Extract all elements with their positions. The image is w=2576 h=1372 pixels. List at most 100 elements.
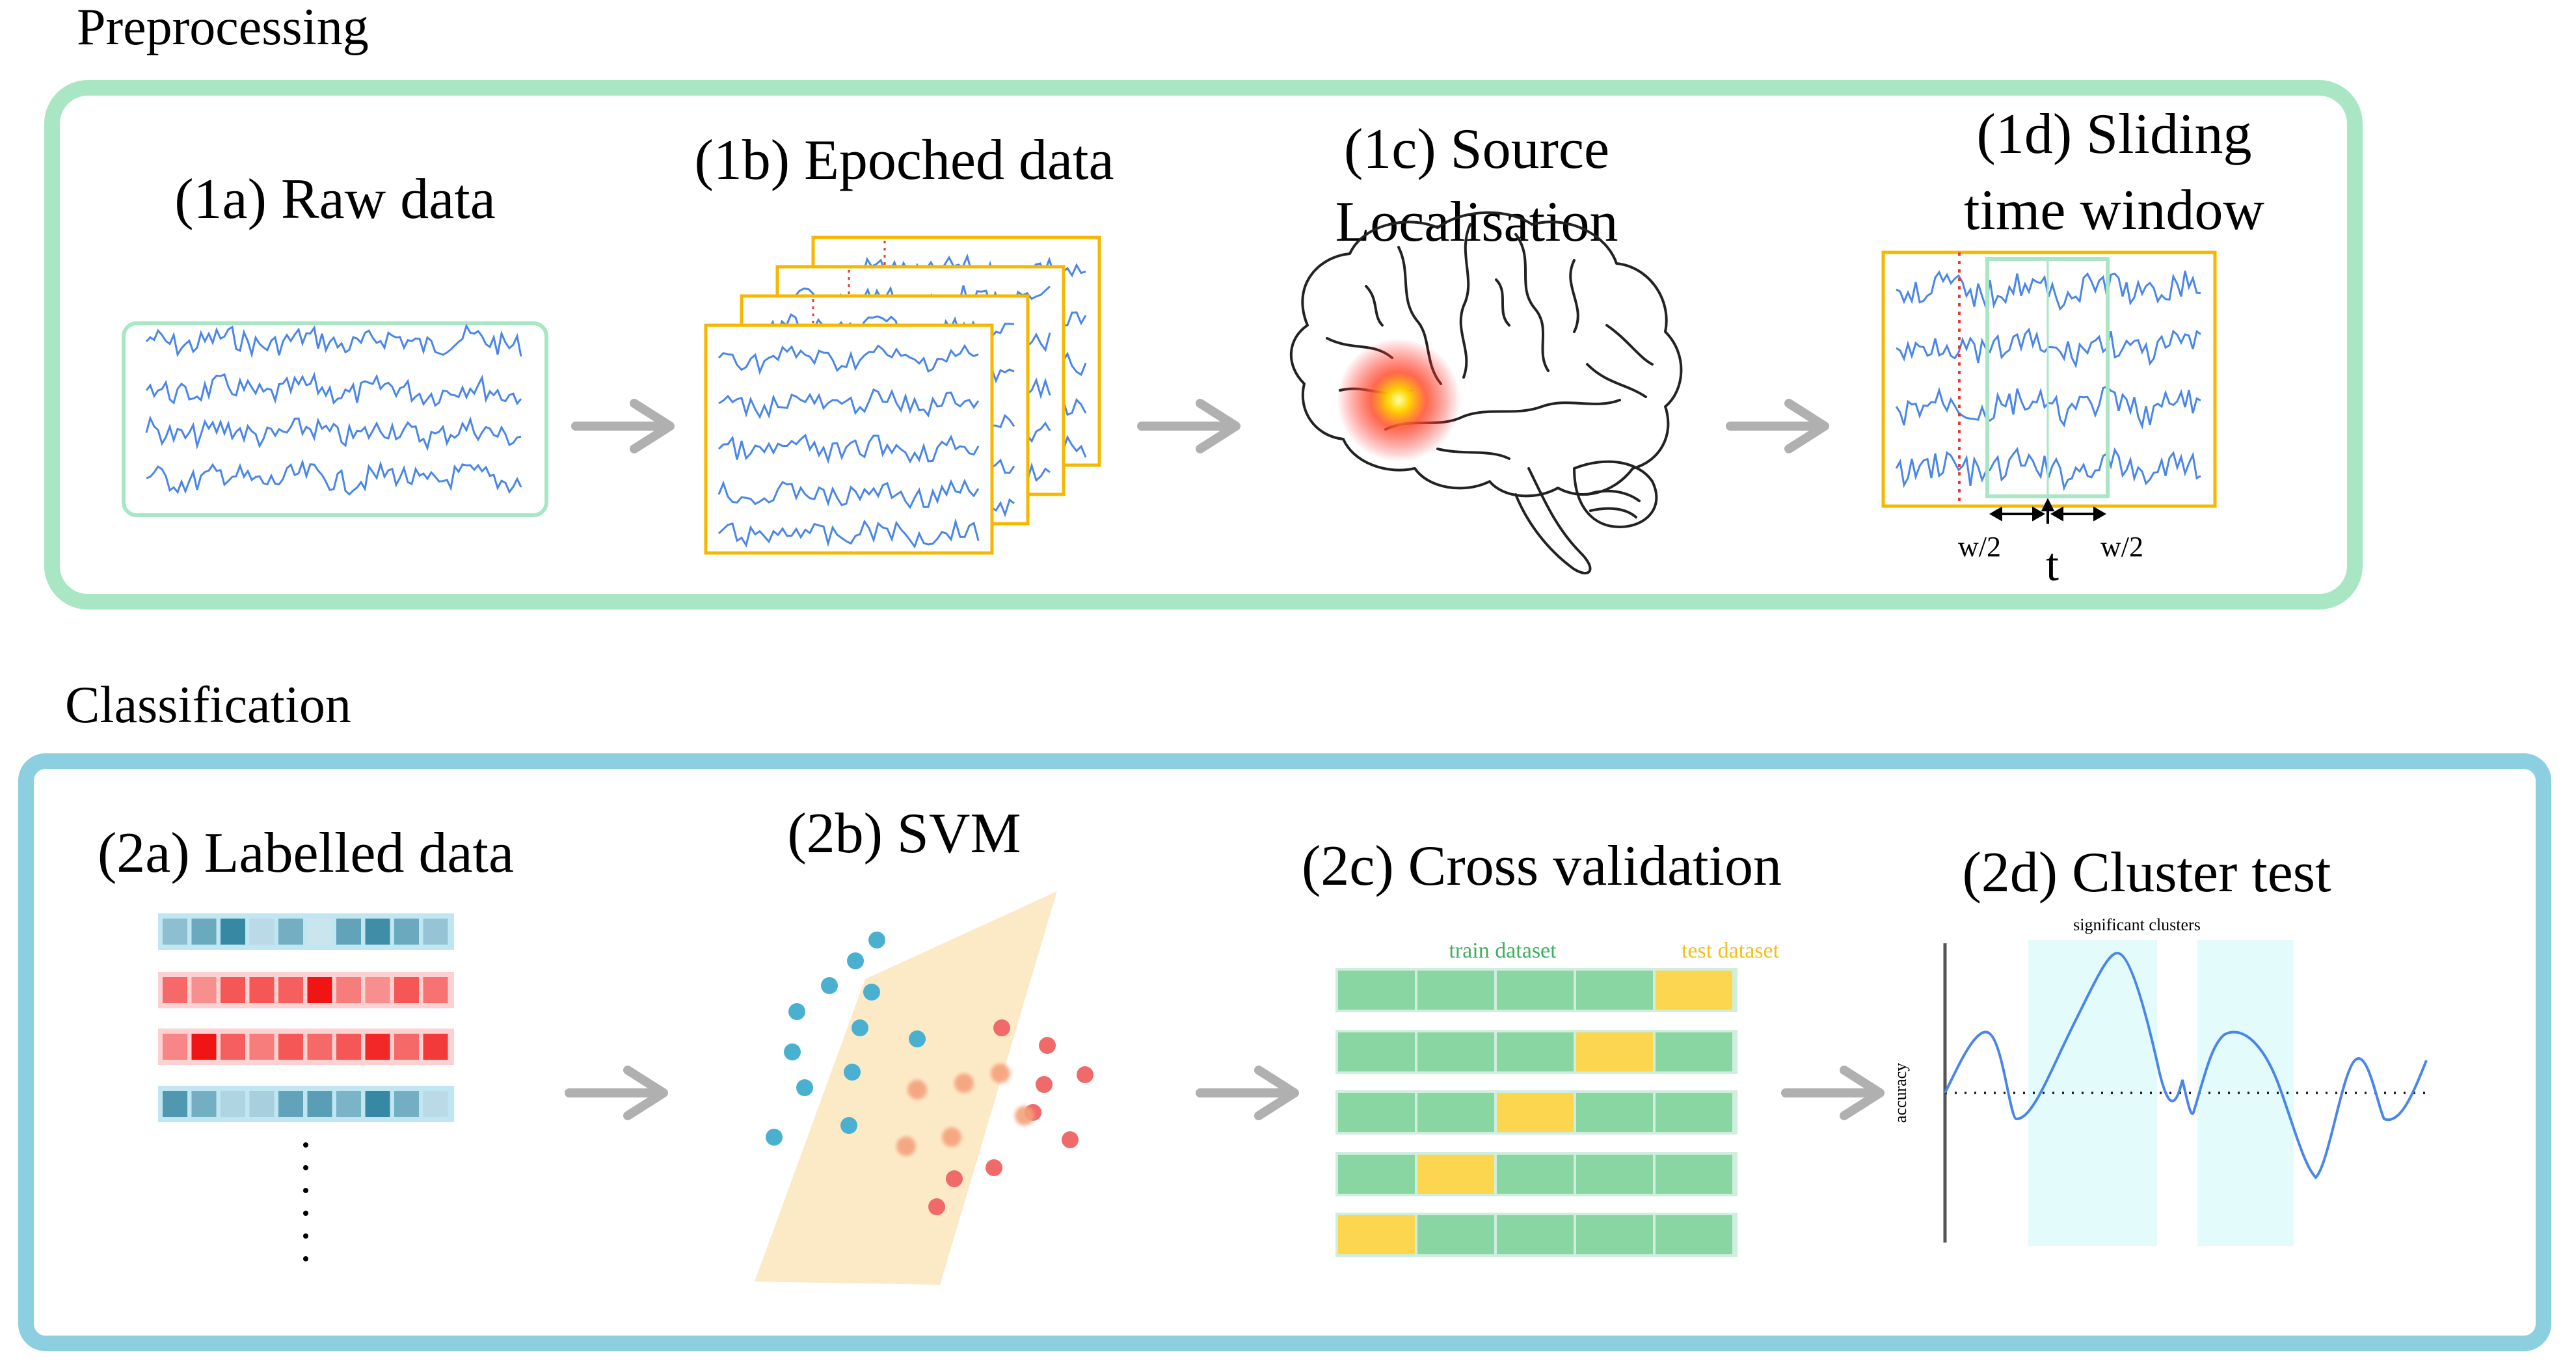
feature-cell — [307, 977, 332, 1003]
feature-cell — [307, 1034, 332, 1060]
class-point-red — [986, 1159, 1002, 1176]
feature-cell — [394, 977, 419, 1003]
feature-cell — [278, 1034, 303, 1060]
test-dataset-label: test dataset — [1682, 939, 1780, 963]
feature-cell — [394, 919, 419, 945]
train-dataset-label: train dataset — [1449, 939, 1557, 963]
train-fold — [1338, 1093, 1415, 1132]
feature-cell — [249, 977, 275, 1003]
train-fold — [1656, 1155, 1732, 1194]
time-point-label: t — [2046, 539, 2059, 591]
test-fold — [1656, 971, 1732, 1010]
eeg-trace — [145, 415, 522, 451]
accuracy-curve — [1944, 951, 2428, 1179]
class-point-red — [928, 1198, 945, 1215]
half-window-left-label: w/2 — [1958, 531, 2001, 563]
train-fold — [1417, 1093, 1494, 1132]
train-fold — [1497, 971, 1574, 1010]
class-point-uncertain — [954, 1073, 974, 1093]
class-point-blue — [784, 1043, 801, 1060]
feature-cell — [423, 1034, 448, 1060]
class-point-red — [1036, 1076, 1053, 1093]
class-point-red — [946, 1170, 963, 1187]
svm-data-points — [766, 932, 1093, 1215]
class-point-blue — [844, 1064, 861, 1081]
feature-cell — [365, 1091, 390, 1117]
train-fold — [1417, 971, 1494, 1010]
arrow-right-icon — [565, 1066, 668, 1120]
class-point-red — [1039, 1037, 1056, 1054]
significant-clusters-label: significant clusters — [2073, 915, 2201, 934]
class-point-blue — [796, 1079, 813, 1096]
class-point-blue — [852, 1019, 868, 1036]
test-fold — [1417, 1155, 1494, 1194]
feature-cell — [336, 977, 361, 1003]
ellipsis-dots — [303, 1142, 308, 1261]
class-point-uncertain — [1015, 1106, 1034, 1125]
arrow-right-icon — [1781, 1066, 1885, 1120]
feature-cell — [221, 1091, 245, 1117]
feature-cell — [191, 1034, 217, 1060]
class-point-blue — [821, 977, 838, 994]
class-point-blue — [909, 1030, 926, 1047]
window-width-arrows — [1989, 498, 2107, 524]
preprocessing-panel — [44, 80, 2363, 610]
feature-cell — [423, 977, 448, 1003]
feature-cell — [221, 977, 245, 1003]
train-fold — [1576, 971, 1653, 1010]
feature-cell — [307, 1091, 332, 1117]
class-point-red — [1062, 1131, 1079, 1148]
eeg-trace — [718, 343, 979, 375]
classification-panel — [18, 753, 2551, 1351]
feature-cell — [365, 1034, 390, 1060]
class-point-blue — [840, 1117, 857, 1134]
feature-cell — [221, 1034, 245, 1060]
feature-cell — [423, 1091, 448, 1117]
step-label-sliding-line2: time window — [1964, 179, 2264, 242]
feature-cell — [423, 919, 448, 945]
feature-cell — [336, 1091, 361, 1117]
section-title-classification: Classification — [65, 677, 351, 734]
section-title-preprocessing: Preprocessing — [77, 0, 369, 56]
eeg-trace — [145, 323, 522, 358]
eeg-trace — [146, 459, 522, 496]
step-label-source-line1: (1c) Source — [1344, 118, 1609, 181]
train-fold — [1497, 1215, 1574, 1254]
feature-cell — [191, 1091, 217, 1117]
feature-cell — [163, 977, 187, 1003]
step-label-sliding-line1: (1d) Sliding — [1977, 103, 2252, 166]
train-fold — [1417, 1215, 1494, 1254]
svm-hyperplane — [755, 891, 1057, 1285]
feature-cell — [249, 919, 275, 945]
step-label-cluster-test: (2d) Cluster test — [1962, 841, 2331, 904]
eeg-trace — [718, 388, 980, 420]
epoch-stack — [704, 235, 1101, 555]
feature-cell — [249, 1091, 275, 1117]
train-fold — [1497, 1155, 1574, 1194]
feature-cell — [365, 919, 390, 945]
feature-cell — [249, 1034, 275, 1060]
train-fold — [1656, 1032, 1732, 1071]
feature-cell — [365, 977, 390, 1003]
feature-cell — [394, 1091, 419, 1117]
test-fold — [1576, 1032, 1653, 1071]
feature-cell — [278, 919, 303, 945]
test-fold — [1338, 1215, 1415, 1254]
arrow-right-icon — [571, 399, 675, 453]
arrow-right-icon — [1196, 1066, 1299, 1120]
eeg-trace — [145, 371, 522, 407]
feature-cell — [394, 1034, 419, 1060]
activation-spot — [1337, 338, 1460, 462]
feature-cell — [336, 1034, 361, 1060]
train-fold — [1656, 1093, 1732, 1132]
class-point-uncertain — [907, 1080, 927, 1099]
class-point-blue — [788, 1003, 805, 1020]
eeg-trace — [718, 478, 980, 509]
class-point-uncertain — [991, 1064, 1010, 1083]
epoch-frame — [704, 323, 994, 555]
labelled-data-rows — [158, 913, 454, 1122]
class-point-uncertain — [942, 1127, 961, 1147]
step-label-svm: (2b) SVM — [787, 802, 1021, 865]
feature-cell — [163, 919, 187, 945]
